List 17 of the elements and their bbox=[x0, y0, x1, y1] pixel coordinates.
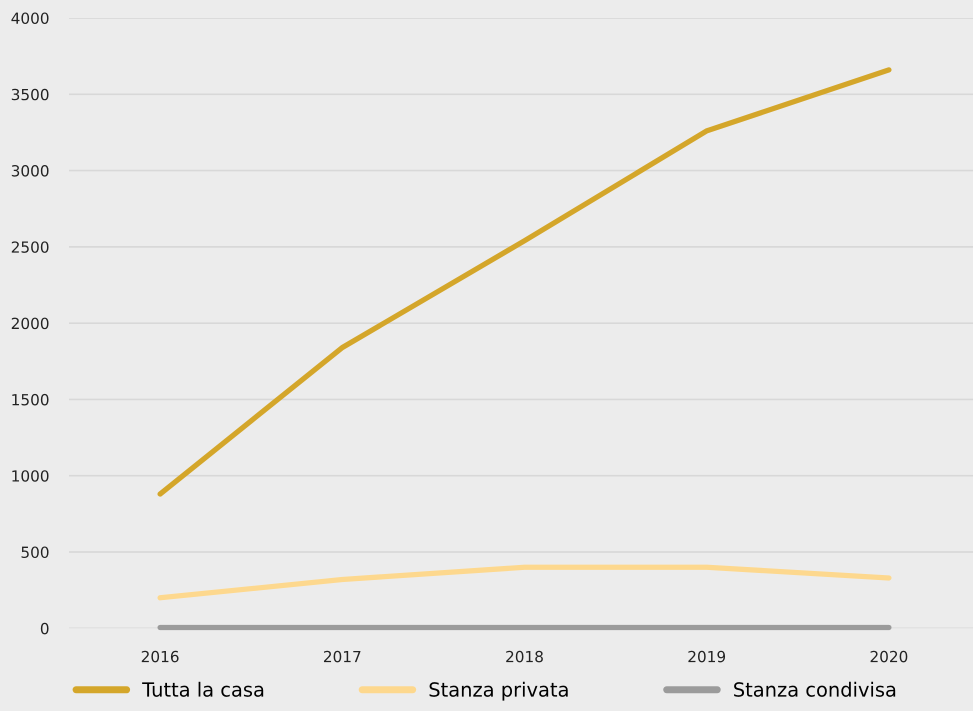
x-tick-label: 2019 bbox=[688, 650, 726, 662]
y-tick-label: 0 bbox=[40, 622, 49, 634]
y-tick-label: 2500 bbox=[12, 241, 49, 253]
y-tick-label: 1000 bbox=[12, 470, 49, 482]
legend-label: Stanza condivisa bbox=[734, 682, 896, 697]
y-tick-label: 2000 bbox=[12, 318, 49, 330]
y-tick-label: 1500 bbox=[12, 394, 49, 406]
x-tick-label: 2018 bbox=[506, 650, 543, 662]
y-tick-label: 3500 bbox=[12, 88, 49, 100]
x-tick-label: 2017 bbox=[324, 650, 360, 662]
y-tick-label: 500 bbox=[22, 546, 49, 558]
legend-label: Tutta la casa bbox=[142, 682, 264, 697]
y-tick-label: 4000 bbox=[11, 12, 49, 24]
x-tick-label: 2016 bbox=[142, 650, 179, 662]
y-tick-label: 3000 bbox=[12, 165, 49, 177]
legend-label: Stanza privata bbox=[430, 682, 568, 701]
x-tick-label: 2020 bbox=[870, 650, 908, 662]
